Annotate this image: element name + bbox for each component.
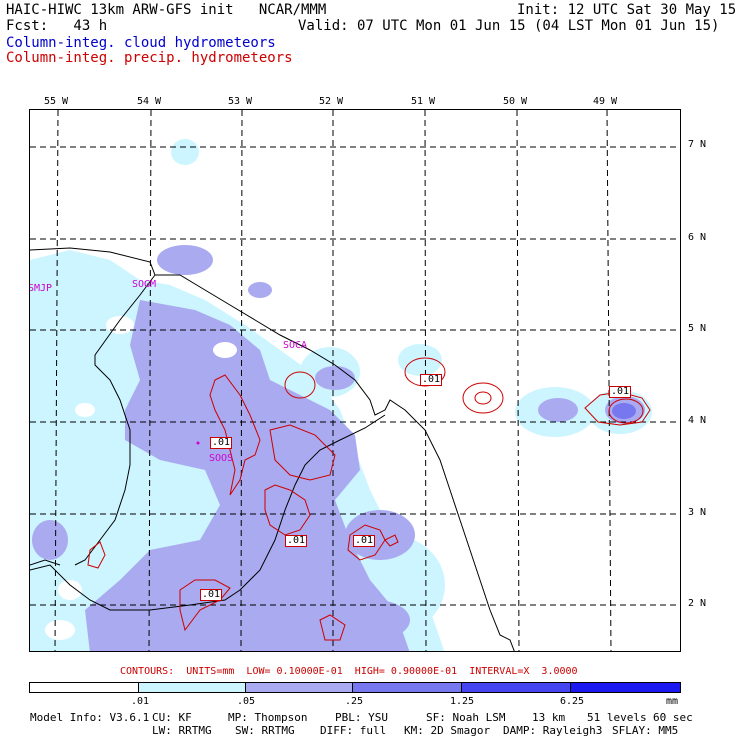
lon-label-50w: 50 W [503,96,528,107]
cloud-fill-light [32,245,645,651]
precip-contours [87,357,651,641]
field-cloud-label: Column-integ. cloud hydrometeors [6,35,276,51]
title-left: HAIC-HIWC 13km ARW-GFS init NCAR/MMM [6,2,327,18]
contour-label: .01 [285,535,308,547]
coastline [30,247,515,651]
station-soca: SOCA [283,340,308,351]
cloud-fill-mid [612,403,636,419]
map-panel: SMJP SOGM SOCA SOOS .01 .01 .01 .01 .01 … [29,109,681,652]
footer-damp: DAMP: Rayleigh3 [503,724,603,737]
colorbar-seg-2 [245,682,353,693]
map-svg [30,110,680,651]
colorbar-tick-1: .01 [131,696,150,707]
footer-levels: 51 levels [587,711,647,724]
colorbar-seg-3 [352,682,462,693]
station-smjp: SMJP [29,283,53,294]
contour-label: .01 [200,589,223,601]
valid-time: Valid: 07 UTC Mon 01 Jun 15 (04 LST Mon … [298,18,720,34]
contour-label: .01 [420,374,443,386]
lon-label-49w: 49 W [593,96,618,107]
footer-cu: CU: KF [152,711,192,724]
field-precip-label: Column-integ. precip. hydrometeors [6,50,293,66]
contour-label: .01 [609,386,632,398]
lon-label-55w: 55 W [44,96,69,107]
contours-info: CONTOURS: UNITS=mm LOW= 0.10000E-01 HIGH… [120,666,578,677]
footer-sf: SF: Noah LSM [426,711,506,724]
contour-label: .01 [353,535,376,547]
lon-label-54w: 54 W [137,96,162,107]
footer-model-info: Model Info: V3.6.1 [30,711,150,724]
lon-label-51w: 51 W [411,96,436,107]
colorbar-tick-2: .05 [237,696,256,707]
footer-dt: 60 sec [653,711,693,724]
lon-label-53w: 53 W [228,96,253,107]
colorbar-seg-5 [570,682,681,693]
footer-km: KM: 2D Smagor [404,724,491,737]
footer-res: 13 km [532,711,566,724]
colorbar-unit: mm [666,696,679,707]
colorbar-seg-4 [461,682,571,693]
footer-diff: DIFF: full [320,724,387,737]
station-soos: SOOS [209,453,234,464]
colorbar-tick-5: 6.25 [560,696,585,707]
lat-label-6n: 6 N [688,232,707,243]
lat-label-7n: 7 N [688,139,707,150]
lat-lon-grid [30,110,680,651]
colorbar-seg-1 [138,682,246,693]
lat-label-2n: 2 N [688,598,707,609]
colorbar-seg-0 [29,682,139,693]
lat-label-4n: 4 N [688,415,707,426]
footer-sw: SW: RRTMG [235,724,295,737]
lon-label-52w: 52 W [319,96,344,107]
init-time: Init: 12 UTC Sat 30 May 15 [517,2,737,18]
station-markers [196,441,200,445]
lat-label-3n: 3 N [688,507,707,518]
footer-mp: MP: Thompson [228,711,308,724]
colorbar-tick-4: 1.25 [450,696,475,707]
footer-pbl: PBL: YSU [335,711,388,724]
footer-lw: LW: RRTMG [152,724,212,737]
forecast-hour: Fcst: 43 h [6,18,108,34]
colorbar-tick-3: .25 [345,696,364,707]
station-sogm: SOGM [132,279,157,290]
contour-label: .01 [210,437,233,449]
lat-label-5n: 5 N [688,323,707,334]
footer-sflay: SFLAY: MM5 [612,724,679,737]
